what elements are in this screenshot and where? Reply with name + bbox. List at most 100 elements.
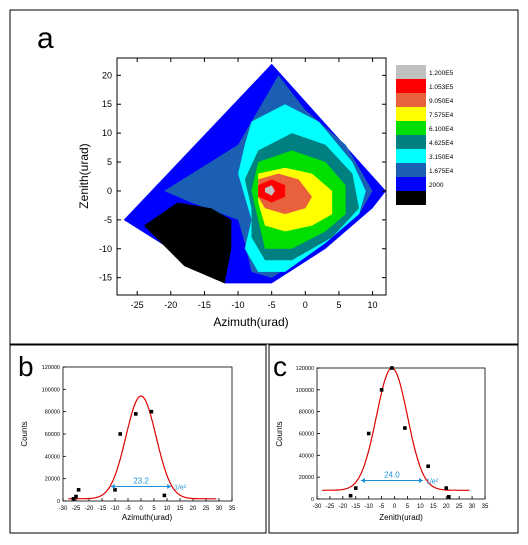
x-tick-label: -30 <box>59 506 68 512</box>
x-tick-label: 20 <box>190 506 197 512</box>
x-tick-label: 5 <box>152 506 156 512</box>
y-tick-label: 120000 <box>296 366 314 372</box>
contour-x-tick-label: 5 <box>336 300 341 310</box>
y-tick-label: 120000 <box>42 365 60 371</box>
contour-x-tick-label: -20 <box>164 300 177 310</box>
data-point <box>366 431 371 436</box>
x-tick-label: 10 <box>417 504 424 510</box>
data-point <box>390 366 394 370</box>
contour-region-lowest <box>143 202 232 284</box>
width-value-label: 23.2 <box>133 476 149 485</box>
contour-axes: -25 -20 -15 -10 -5 0 5 10 -15 -10 -5 0 5 10 15 20 <box>99 58 386 310</box>
y-tick-label: 20000 <box>299 475 314 481</box>
x-tick-label: -15 <box>351 504 360 510</box>
legend-label: 1.200E5 <box>429 70 454 77</box>
data-point <box>162 493 167 498</box>
legend-swatch <box>396 79 426 93</box>
x-tick-label: 15 <box>430 504 437 510</box>
x-tick-label: -5 <box>379 504 385 510</box>
x-tick-label: 15 <box>177 506 184 512</box>
x-tick-label: -5 <box>125 506 131 512</box>
data-point <box>74 494 78 499</box>
zenith-data-points <box>348 366 451 499</box>
arrow-head-left <box>110 483 115 489</box>
panel-a-frame <box>9 9 519 345</box>
x-tick-label: -25 <box>72 506 81 512</box>
contour-y-tick-label: 10 <box>102 128 112 138</box>
contour-layers <box>123 63 386 284</box>
azimuth-y-axis-label: Counts <box>20 421 29 446</box>
y-tick-label: 80000 <box>45 410 60 416</box>
x-tick-label: -10 <box>111 506 120 512</box>
panel-label-b: b <box>18 351 34 382</box>
x-tick-label: -20 <box>339 504 348 510</box>
azimuth-data-points <box>71 409 167 501</box>
x-tick-label: 35 <box>229 506 236 512</box>
data-point <box>76 488 81 492</box>
width-value-label: 24.0 <box>384 470 400 479</box>
y-tick-label: 80000 <box>299 410 314 416</box>
panel-label-c: c <box>273 351 287 382</box>
width-threshold-label: 1/e² <box>426 478 439 485</box>
y-tick-label: 40000 <box>299 453 314 459</box>
arrow-head-right <box>418 477 423 483</box>
x-tick-label: 30 <box>216 506 223 512</box>
legend-label: 9.050E4 <box>429 98 454 105</box>
data-point <box>348 493 353 498</box>
panel-label-a: a <box>37 22 54 55</box>
data-point <box>149 409 154 414</box>
data-point <box>447 495 451 499</box>
y-tick-label: 0 <box>311 497 314 503</box>
legend-label: 6.100E4 <box>429 126 454 133</box>
x-tick-label: 10 <box>164 506 171 512</box>
data-point <box>71 496 76 501</box>
contour-region-1.200E5 <box>265 185 275 196</box>
x-tick-label: -25 <box>326 504 335 510</box>
y-tick-label: 20000 <box>45 477 60 483</box>
contour-legend: 1.200E5 1.053E5 9.050E4 7.575E4 6.100E4 4.625… <box>396 65 454 205</box>
data-point <box>444 486 449 490</box>
x-tick-label: -20 <box>85 506 94 512</box>
contour-y-tick-label: -15 <box>99 273 112 283</box>
x-tick-label: 30 <box>469 504 476 510</box>
legend-swatch <box>396 177 426 191</box>
legend-label: 7.575E4 <box>429 112 454 119</box>
contour-y-tick-label: 5 <box>107 157 112 167</box>
panel-c-frame <box>268 344 519 534</box>
azimuth-x-axis-label: Azimuth(urad) <box>122 513 173 522</box>
contour-x-tick-label: -5 <box>268 300 276 310</box>
azimuth-axes: -30 -25 -20 -15 -10 -5 0 5 10 15 20 25 30 35 0 20000 400… <box>42 365 236 512</box>
legend-swatch <box>396 121 426 135</box>
legend-swatch <box>396 191 426 205</box>
azimuth-profile-plot: -30 -25 -20 -15 -10 -5 0 5 10 15 20 25 30 35 0 20000 400… <box>20 365 236 522</box>
contour-y-axis-label: Zenith(urad) <box>77 143 91 208</box>
x-tick-label: 0 <box>139 506 143 512</box>
zenith-x-axis-label: Zenith(urad) <box>379 513 423 522</box>
contour-x-tick-label: 10 <box>368 300 378 310</box>
legend-label: 4.625E4 <box>429 140 454 147</box>
legend-label: 3.150E4 <box>429 154 454 161</box>
contour-plot: -25 -20 -15 -10 -5 0 5 10 -15 -10 -5 0 5 10 15 20 Azimu… <box>77 57 387 329</box>
legend-label: 1.675E4 <box>429 168 454 175</box>
x-tick-label: 20 <box>443 504 450 510</box>
y-tick-label: 100000 <box>42 387 60 393</box>
panel-b-frame <box>9 344 267 534</box>
contour-y-tick-label: -10 <box>99 244 112 254</box>
zenith-fit-curve <box>322 367 470 491</box>
legend-swatch <box>396 65 426 79</box>
zenith-y-axis-label: Counts <box>275 421 284 446</box>
contour-x-axis-label: Azimuth(urad) <box>213 315 288 329</box>
zenith-width-annotation: 24.0 1/e² <box>360 470 439 485</box>
data-point <box>426 464 430 469</box>
data-point <box>134 412 138 416</box>
x-tick-label: 5 <box>406 504 410 510</box>
data-point <box>353 486 358 490</box>
y-tick-label: 60000 <box>45 432 60 438</box>
azimuth-width-annotation: 23.2 1/e² <box>110 476 187 491</box>
x-tick-label: 25 <box>203 506 210 512</box>
zenith-profile-plot: -30 -25 -20 -15 -10 -5 0 5 10 15 20 25 30 35 0 20000 400… <box>275 366 489 522</box>
y-tick-label: 0 <box>57 499 60 505</box>
x-tick-label: -15 <box>98 506 107 512</box>
